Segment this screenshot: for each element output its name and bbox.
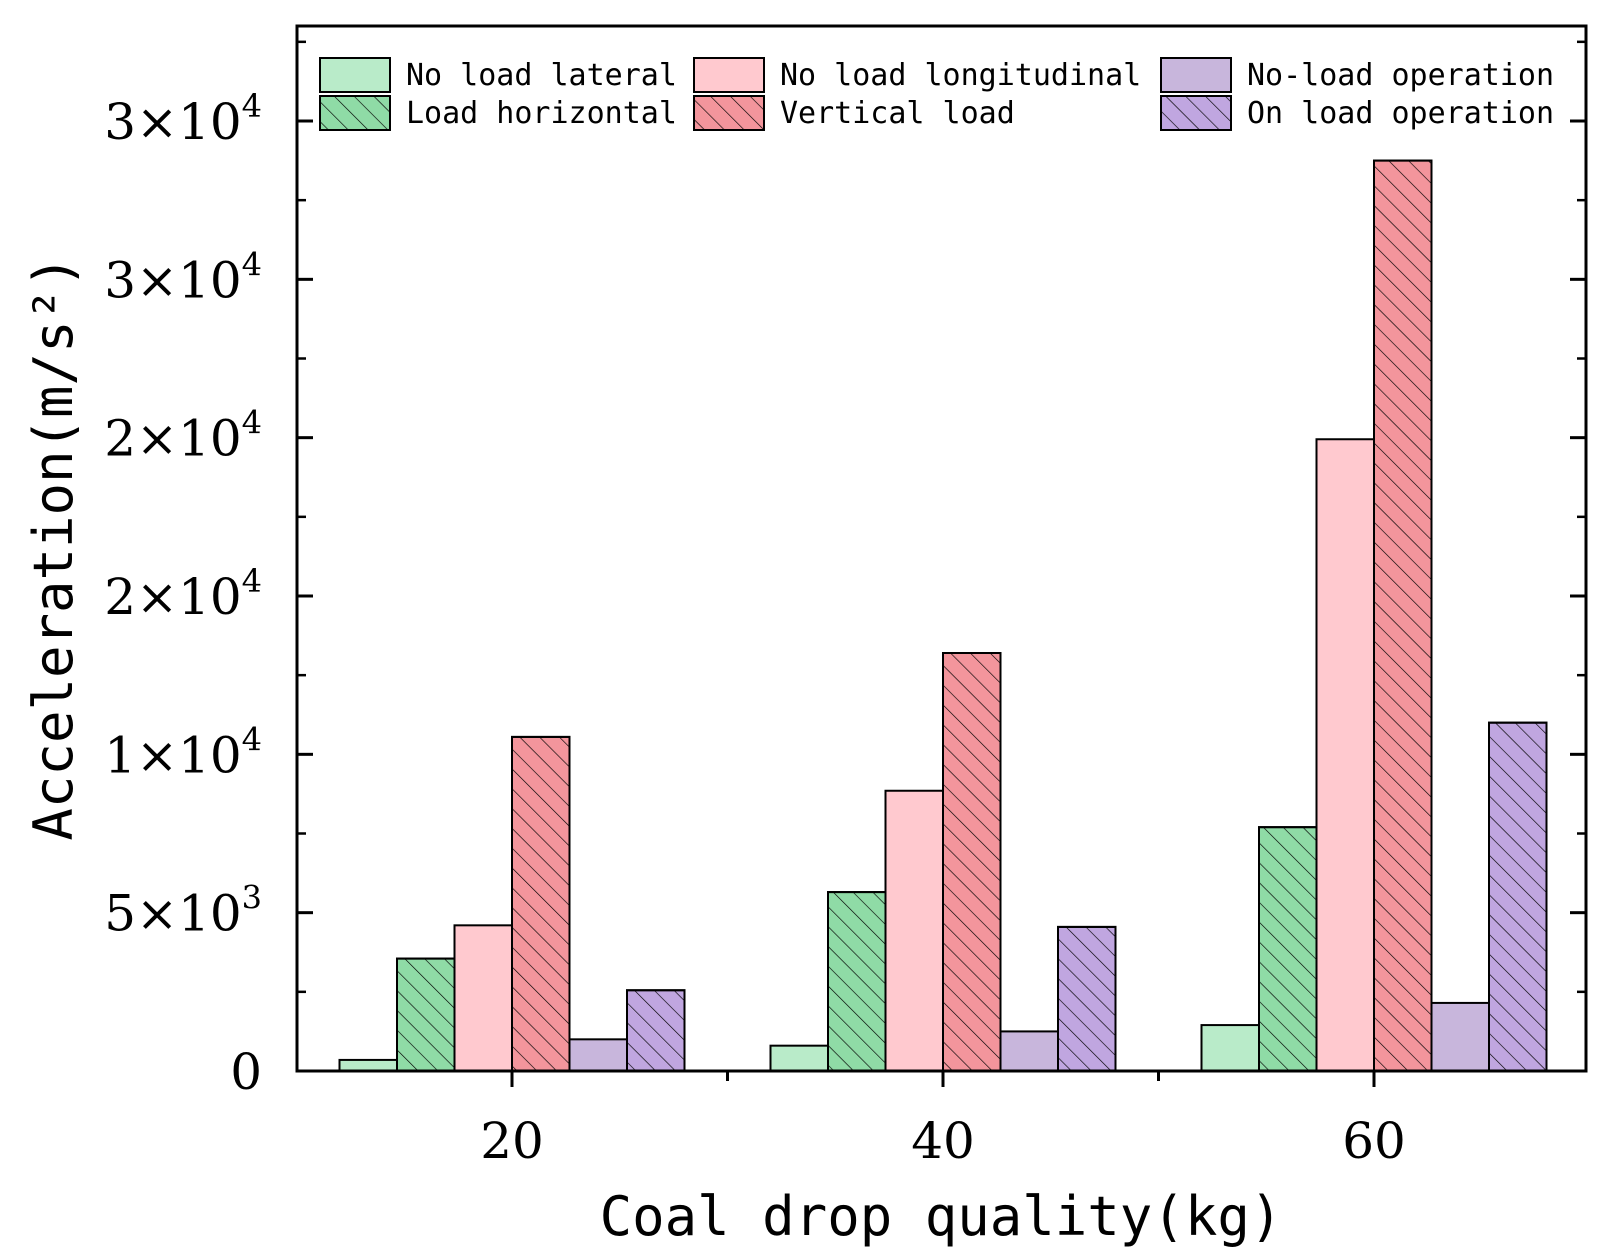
y-axis-title: Acceleration(m/s²) xyxy=(22,255,85,840)
bar-vertical-load-20-hatch xyxy=(511,735,571,1073)
legend-no-load-lateral-label: No load lateral xyxy=(406,58,677,93)
bar-no-load-operation-20 xyxy=(568,1038,628,1073)
y-tick-label: 3×104 xyxy=(104,87,262,151)
bar-no-load-longitudinal-60 xyxy=(1315,438,1375,1072)
y-tick-label: 2×104 xyxy=(104,562,262,626)
x-tick-label: 40 xyxy=(911,1112,975,1170)
legend-vertical-load-swatch-hatch xyxy=(693,95,765,131)
bar-load-horizontal-60-hatch xyxy=(1258,826,1318,1073)
bar-on-load-operation-40-hatch xyxy=(1057,925,1117,1073)
bars-group xyxy=(338,159,1548,1073)
legend-no-load-longitudinal-swatch xyxy=(693,57,765,93)
bar-no-load-operation-40 xyxy=(999,1030,1059,1072)
x-axis-title: Coal drop quality(kg) xyxy=(600,1185,1283,1248)
x-tick-label: 60 xyxy=(1342,1112,1406,1170)
legend-on-load-operation-label: On load operation xyxy=(1247,96,1554,131)
bar-on-load-operation-60-hatch xyxy=(1488,721,1548,1073)
bar-no-load-lateral-40 xyxy=(769,1044,829,1072)
y-tick-label: 0 xyxy=(230,1043,262,1101)
bar-no-load-operation-60 xyxy=(1430,1001,1490,1073)
y-tick-label: 5×103 xyxy=(104,879,262,943)
plot-frame xyxy=(295,24,1588,1073)
legend-load-horizontal-label: Load horizontal xyxy=(406,96,677,131)
bar-no-load-lateral-60 xyxy=(1200,1024,1260,1073)
x-axis-ticks: 20 40 60 xyxy=(480,1071,1406,1170)
legend-no-load-operation-label: No-load operation xyxy=(1247,58,1554,93)
bar-no-load-longitudinal-40 xyxy=(884,789,944,1072)
bar-no-load-lateral-20 xyxy=(338,1058,398,1072)
bar-on-load-operation-20-hatch xyxy=(626,989,686,1072)
bar-load-horizontal-40-hatch xyxy=(827,891,887,1072)
y-tick-label: 2×104 xyxy=(104,404,262,468)
y-tick-label: 3×104 xyxy=(104,245,262,309)
x-tick-label: 20 xyxy=(480,1112,544,1170)
y-tick-label: 1×104 xyxy=(104,720,262,784)
bar-no-load-longitudinal-20 xyxy=(453,924,513,1072)
legend-on-load-operation-swatch-hatch xyxy=(1160,95,1232,131)
legend-vertical-load-label: Vertical load xyxy=(780,96,1015,131)
y-axis-ticks: 0 5×103 1×104 2×104 2×104 3×104 3×104 xyxy=(104,40,1586,1101)
bar-vertical-load-60-hatch xyxy=(1373,159,1433,1073)
legend-no-load-longitudinal-label: No load longitudinal xyxy=(780,58,1141,93)
bar-load-horizontal-20-hatch xyxy=(396,957,456,1072)
legend-load-horizontal-swatch-hatch xyxy=(319,95,391,131)
legend-no-load-lateral-swatch xyxy=(319,57,391,93)
legend-no-load-operation-swatch xyxy=(1160,57,1232,93)
bar-vertical-load-40-hatch xyxy=(942,652,1002,1072)
